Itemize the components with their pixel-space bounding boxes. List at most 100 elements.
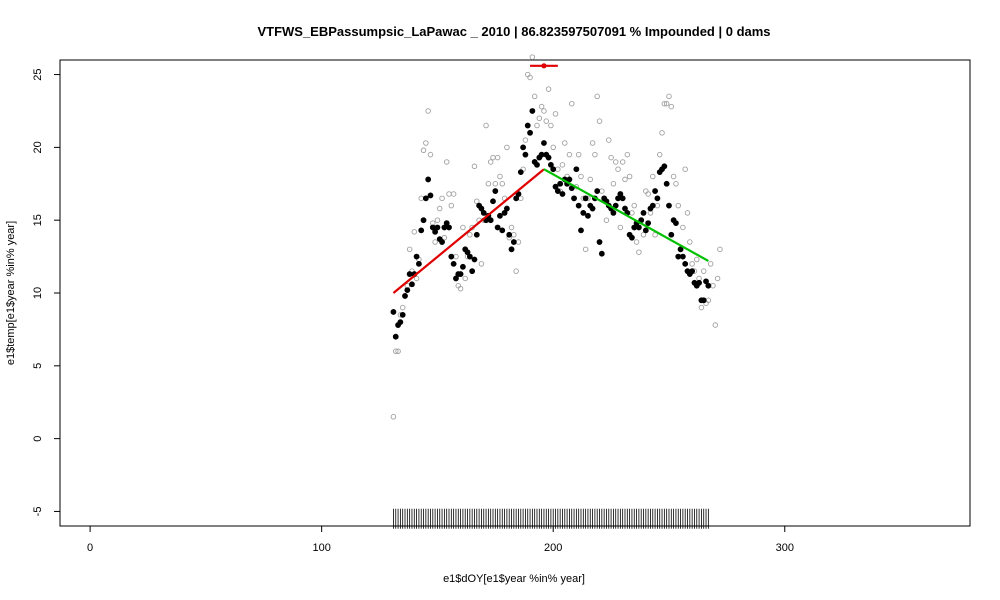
- gray-point: [492, 181, 499, 187]
- black-point: [522, 151, 529, 158]
- gray-point: [423, 140, 429, 146]
- y-axis: -5 0 5 10 15 20 25: [32, 68, 61, 517]
- gray-point: [545, 86, 552, 92]
- gray-point: [425, 108, 431, 114]
- black-point: [642, 227, 649, 234]
- gray-point: [663, 100, 670, 107]
- gray-point: [594, 93, 600, 100]
- gray-point: [640, 231, 647, 238]
- gray-point: [603, 217, 610, 223]
- black-point: [499, 227, 506, 234]
- gray-point: [673, 181, 679, 187]
- black-point: [425, 176, 432, 183]
- black-point: [594, 188, 601, 194]
- gray-point: [612, 159, 619, 165]
- black-point: [679, 253, 686, 260]
- black-point: [501, 210, 508, 216]
- gray-point: [439, 195, 445, 202]
- gray-point: [589, 140, 596, 146]
- black-points: [390, 108, 712, 340]
- black-point: [566, 176, 573, 183]
- gray-point: [568, 100, 575, 107]
- gray-point: [511, 231, 517, 238]
- black-point: [469, 268, 476, 275]
- black-point: [622, 205, 628, 212]
- gray-point: [522, 137, 529, 143]
- gray-point: [596, 118, 603, 124]
- gray-point: [413, 275, 420, 282]
- x-tick-label: 0: [87, 542, 93, 554]
- gray-point: [483, 122, 489, 129]
- black-point: [473, 231, 480, 238]
- gray-point: [633, 239, 640, 245]
- gray-point: [710, 282, 716, 289]
- black-point: [471, 256, 478, 263]
- y-tick-label: 20: [32, 141, 44, 153]
- black-point: [464, 249, 471, 256]
- black-point: [443, 220, 450, 226]
- gray-point: [615, 166, 621, 172]
- gray-point: [587, 176, 594, 183]
- gray-point: [543, 118, 550, 124]
- black-point: [457, 271, 464, 277]
- gray-point: [497, 173, 503, 180]
- black-point: [673, 220, 679, 226]
- black-point: [490, 198, 496, 205]
- gray-point: [504, 144, 510, 151]
- black-point: [413, 253, 420, 260]
- gray-point: [411, 229, 418, 235]
- black-point: [404, 287, 411, 293]
- gray-point: [689, 261, 695, 267]
- black-point: [575, 202, 582, 209]
- black-point: [487, 217, 494, 224]
- gray-point: [559, 162, 566, 168]
- black-point: [503, 205, 510, 212]
- gray-point: [617, 224, 624, 231]
- rug-marks: [393, 508, 709, 529]
- gray-point: [712, 322, 719, 328]
- fit-marker: [541, 63, 547, 69]
- gray-point: [562, 140, 568, 146]
- black-point: [589, 205, 596, 212]
- black-point: [545, 154, 552, 161]
- black-point: [610, 210, 617, 216]
- y-tick-label: -5: [32, 507, 44, 517]
- gray-point: [687, 239, 693, 245]
- black-point: [585, 212, 591, 219]
- black-point: [705, 282, 712, 289]
- gray-point: [659, 130, 665, 136]
- gray-point: [552, 111, 559, 117]
- gray-point: [474, 198, 480, 205]
- gray-point: [448, 202, 455, 209]
- gray-point: [610, 181, 617, 187]
- black-point: [478, 205, 485, 212]
- chart-title: VTFWS_EBPassumpsic_LaPawac _ 2010 | 86.8…: [257, 24, 770, 39]
- fit-line: [543, 168, 709, 262]
- gray-point: [393, 348, 399, 355]
- gray-point: [606, 137, 612, 143]
- gray-point: [555, 166, 561, 172]
- black-point: [494, 224, 501, 231]
- gray-point: [432, 239, 438, 245]
- gray-point: [536, 115, 543, 121]
- gray-point: [654, 202, 661, 209]
- gray-point: [675, 202, 681, 209]
- black-point: [700, 297, 707, 304]
- black-point: [649, 202, 656, 209]
- y-tick-label: 10: [32, 287, 44, 299]
- gray-point: [650, 173, 656, 180]
- gray-point: [582, 246, 589, 253]
- black-point: [399, 311, 406, 318]
- black-point: [559, 191, 566, 197]
- gray-point: [420, 147, 427, 154]
- black-point: [439, 239, 445, 245]
- black-point: [392, 333, 399, 340]
- plot-frame: [59, 59, 971, 527]
- gray-point: [592, 151, 598, 158]
- gray-point: [446, 191, 452, 197]
- fit-lines: [392, 63, 709, 294]
- gray-point: [684, 210, 691, 216]
- gray-point: [462, 275, 468, 282]
- y-tick-label: 25: [32, 68, 44, 80]
- gray-point: [436, 205, 443, 212]
